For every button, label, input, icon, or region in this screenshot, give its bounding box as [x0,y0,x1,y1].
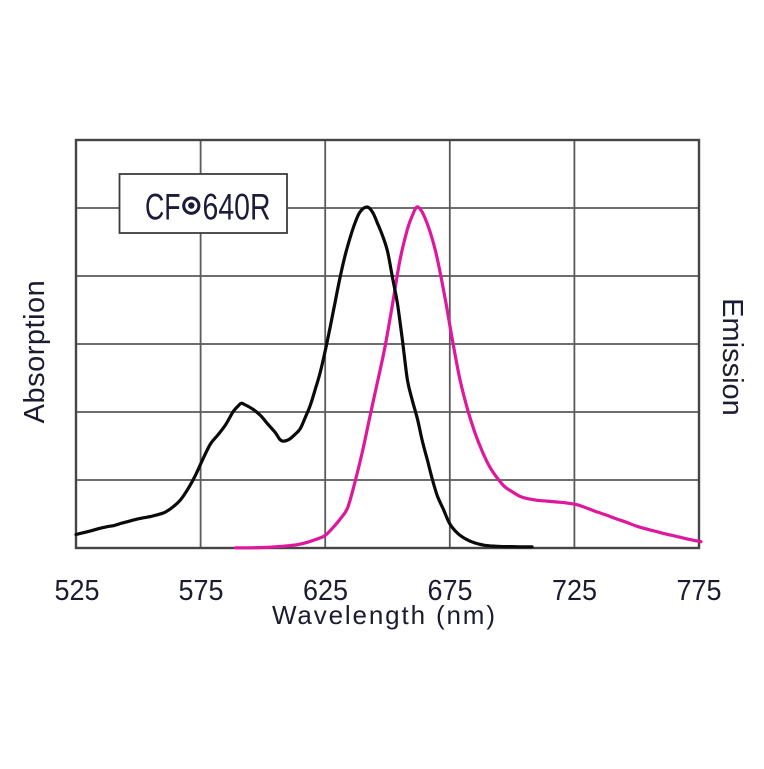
svg-text:575: 575 [179,575,224,607]
svg-text:775: 775 [677,575,722,607]
svg-text:Absorption: Absorption [19,280,51,424]
svg-text:725: 725 [552,575,597,607]
svg-text:525: 525 [55,575,100,607]
svg-text:625: 625 [303,575,348,607]
svg-text:CF: CF [145,187,181,228]
svg-text:Emission: Emission [716,298,748,416]
svg-text:640R: 640R [203,187,271,228]
svg-text:675: 675 [428,575,473,607]
